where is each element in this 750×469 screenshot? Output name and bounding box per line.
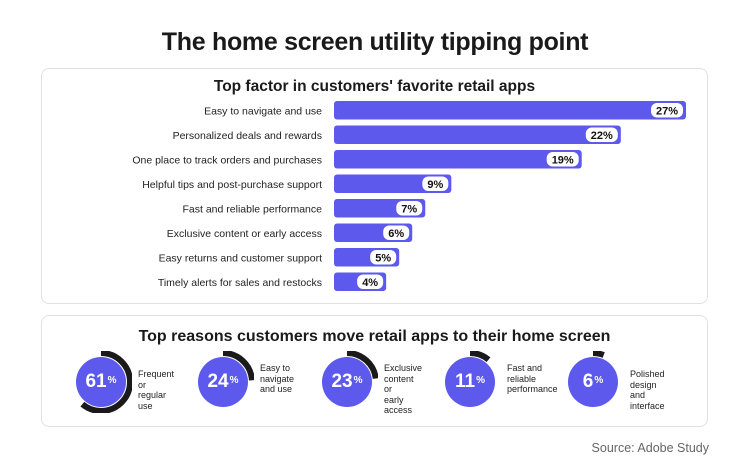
donut-value: 61% — [70, 351, 132, 413]
donut-value-number: 61 — [85, 371, 107, 392]
donut-label-line: content or — [384, 373, 414, 395]
source-note: Source: Adobe Study — [591, 441, 709, 455]
donut-value-unit: % — [594, 374, 604, 386]
donut-label: Easy to navigate and use — [260, 363, 294, 395]
donut-value: 24% — [192, 351, 254, 413]
donut-value-number: 23 — [331, 371, 353, 392]
bar-category-label: Fast and reliable performance — [183, 203, 323, 215]
donut-ring — [192, 351, 254, 413]
bar-value-pill — [357, 274, 384, 289]
bar-value-pill — [585, 127, 618, 142]
donut-label-line: early access — [384, 394, 413, 416]
bar-category-label: Easy returns and customer support — [159, 252, 322, 264]
bar-value-label: 4% — [362, 277, 378, 289]
bar-value-label: 7% — [401, 203, 417, 215]
donut-arc — [70, 351, 132, 413]
bar-category-label: Personalized deals and rewards — [173, 130, 322, 142]
bar-category-label: Exclusive content or early access — [167, 228, 322, 240]
donut-label: Exclusive content or early access — [384, 363, 422, 416]
donut-label-line: performance — [507, 384, 558, 394]
donut-ring — [316, 351, 378, 413]
donut-value-unit: % — [476, 374, 485, 386]
bar-value-label: 22% — [591, 130, 613, 142]
donut-center — [568, 357, 618, 407]
donut-label-line: Frequent or — [138, 369, 175, 390]
bar — [334, 174, 452, 193]
donut-label: Polished design and interface — [630, 369, 665, 411]
bar-value-pill — [383, 225, 410, 240]
donut-chart-title: Top reasons customers move retail apps t… — [138, 328, 611, 345]
donut-arc — [192, 351, 254, 413]
bar-category-label: Helpful tips and post-purchase support — [142, 179, 322, 191]
donut-value-number: 11 — [455, 371, 476, 392]
bar-value-label: 27% — [656, 105, 678, 117]
donut-label-line: Fast and — [507, 363, 543, 373]
donut-label-line: and interface — [630, 390, 665, 411]
bar-value-pill — [546, 152, 579, 167]
donut-value-number: 24 — [207, 371, 229, 392]
donut-center — [198, 357, 248, 407]
donut-label-line: Easy to — [260, 363, 291, 373]
donut-value-unit: % — [353, 374, 363, 386]
bar-value-pill — [422, 176, 449, 191]
donut-label: Fast and reliable performance — [507, 363, 558, 395]
donut-value-unit: % — [229, 374, 239, 386]
donut-value-number: 6 — [582, 371, 594, 392]
bar-value-pill — [370, 250, 397, 265]
bar — [334, 150, 582, 169]
bar-value-label: 6% — [388, 228, 404, 240]
donut-value: 23% — [316, 351, 378, 413]
bar — [334, 101, 686, 120]
donut-label-line: reliable — [507, 373, 537, 384]
donut-label: Frequent or regular use — [138, 369, 174, 411]
bar — [334, 125, 621, 144]
bar-category-label: One place to track orders and purchases — [132, 154, 322, 166]
bar-value-label: 9% — [427, 179, 443, 191]
bar-value-label: 19% — [552, 154, 574, 166]
donut-chart: 61% Frequent or regular use 24% Easy to navig… — [42, 316, 707, 426]
donut-value: 11% — [439, 351, 501, 413]
bar-category-label: Easy to navigate and use — [204, 105, 322, 117]
bar-value-pill — [396, 201, 423, 216]
bar-value-pill — [651, 103, 683, 118]
bar-chart-title: Top factor in customers' favorite retail… — [213, 78, 536, 95]
home-screen-reasons-panel: Top reasons customers move retail apps t… — [41, 315, 708, 427]
donut-arc — [562, 351, 624, 413]
page-title: The home screen utility tipping point — [161, 28, 589, 56]
bar-value-label: 5% — [375, 252, 391, 264]
donut-center — [322, 357, 372, 407]
donut-ring — [70, 351, 132, 413]
donut-label-line: Polished design — [630, 369, 665, 390]
donut-center — [76, 357, 126, 407]
bar-category-label: Timely alerts for sales and restocks — [158, 277, 322, 289]
donut-arc — [316, 351, 378, 413]
donut-value: 6% — [562, 351, 624, 413]
donut-arc — [439, 351, 501, 413]
donut-label-line: Exclusive — [384, 363, 423, 373]
donut-label-line: and use — [260, 384, 293, 394]
donut-ring — [562, 351, 624, 413]
donut-value-unit: % — [107, 374, 117, 386]
donut-ring — [439, 351, 501, 413]
donut-label-line: regular use — [138, 390, 167, 411]
donut-label-line: navigate — [260, 373, 295, 384]
donut-center — [445, 357, 495, 407]
